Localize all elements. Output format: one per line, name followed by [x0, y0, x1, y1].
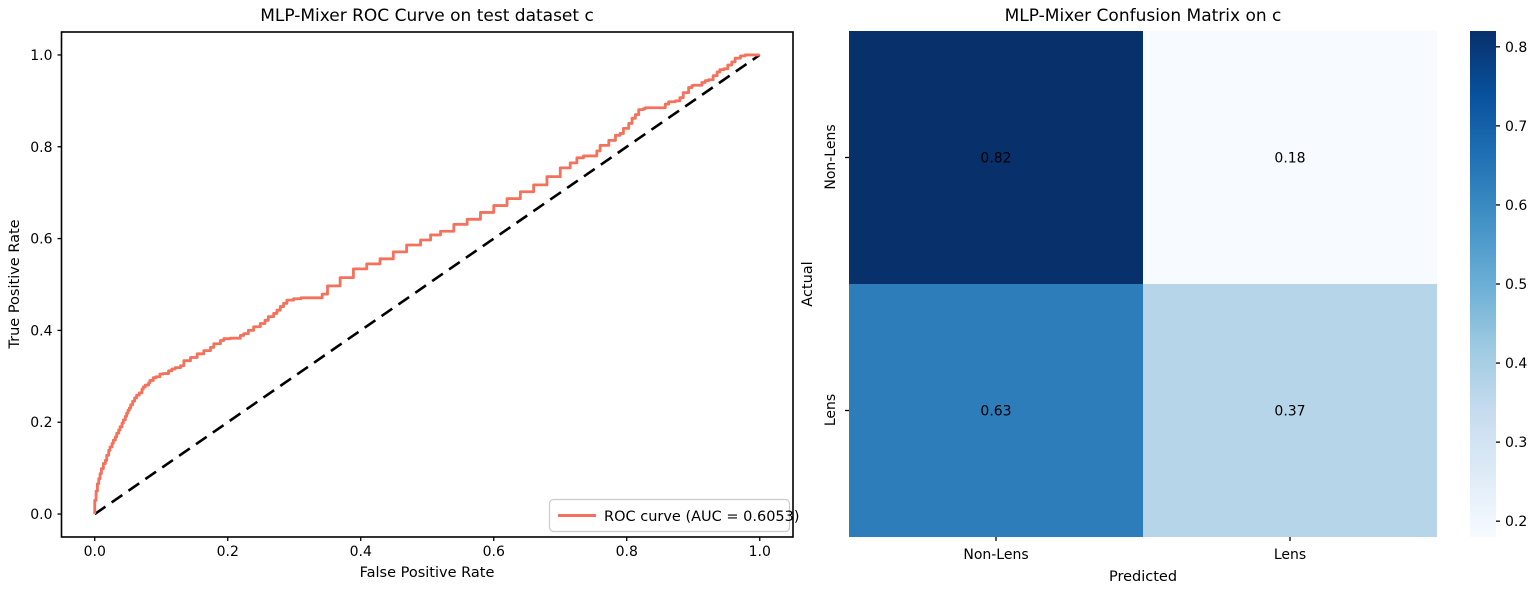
- roc-y-ticklabel: 0.2: [30, 415, 52, 431]
- roc-legend: ROC curve (AUC = 0.6053): [548, 498, 800, 533]
- roc-x-ticklabel: 0.4: [350, 544, 372, 560]
- colorbar-ticklabel: 0.2: [1505, 514, 1527, 530]
- cm-ylabel: Actual: [800, 261, 816, 306]
- colorbar-ticks: 0.2 0.3 0.4 0.5 0.6 0.7 0.8: [1496, 40, 1527, 530]
- cm-value-10: 0.63: [980, 404, 1011, 420]
- roc-y-ticklabel: 0.8: [30, 140, 52, 156]
- roc-x-ticklabel: 0.0: [84, 544, 106, 560]
- roc-curve-line: [93, 53, 760, 515]
- roc-x-ticklabel: 1.0: [749, 544, 771, 560]
- legend-label: ROC curve (AUC = 0.6053): [604, 509, 800, 525]
- roc-y-axis-ticks: 0.0 0.2 0.4 0.6 0.8 1.0: [30, 48, 62, 523]
- roc-x-ticklabel: 0.8: [616, 544, 638, 560]
- roc-xlabel: False Positive Rate: [360, 565, 495, 581]
- cm-cell-actual-nonlens-pred-lens: [1143, 31, 1437, 284]
- cm-value-01: 0.18: [1274, 151, 1305, 167]
- roc-x-axis-ticks: 0.0 0.2 0.4 0.6 0.8 1.0: [84, 537, 771, 560]
- roc-y-ticklabel: 0.6: [30, 232, 52, 248]
- cm-axis-ticks: [845, 156, 1291, 541]
- roc-y-ticklabel: 0.0: [30, 507, 52, 523]
- chance-diagonal-line: [94, 53, 761, 516]
- cm-cell-actual-lens-pred-nonlens: [849, 284, 1143, 537]
- roc-y-ticklabel: 0.4: [30, 323, 52, 339]
- colorbar-ticklabel: 0.5: [1505, 277, 1527, 293]
- legend-frame: [548, 498, 791, 533]
- colorbar-ticklabel: 0.8: [1505, 40, 1527, 56]
- roc-y-ticklabel: 1.0: [30, 48, 52, 64]
- cm-cell-actual-nonlens-pred-nonlens: [849, 31, 1143, 284]
- cm-value-00: 0.82: [980, 151, 1011, 167]
- colorbar-ticklabel: 0.7: [1505, 119, 1527, 135]
- colorbar: [1470, 31, 1496, 537]
- roc-title: MLP-Mixer ROC Curve on test dataset c: [260, 6, 594, 26]
- cm-ytick-nonlens: Non-Lens: [823, 124, 839, 189]
- confusion-matrix-cells: 0.82 0.18 0.63 0.37: [849, 31, 1437, 537]
- colorbar-ticklabel: 0.3: [1505, 435, 1527, 451]
- roc-x-ticklabel: 0.6: [483, 544, 505, 560]
- colorbar-ticklabel: 0.6: [1505, 198, 1527, 214]
- colorbar-ticklabel: 0.4: [1505, 356, 1527, 372]
- cm-title: MLP-Mixer Confusion Matrix on c: [1005, 6, 1282, 26]
- roc-ylabel: True Positive Rate: [7, 219, 23, 349]
- cm-xtick-lens: Lens: [1274, 547, 1306, 563]
- roc-x-ticklabel: 0.2: [217, 544, 239, 560]
- cm-xtick-nonlens: Non-Lens: [963, 547, 1028, 563]
- cm-value-11: 0.37: [1274, 404, 1305, 420]
- roc-axes-box: [60, 31, 794, 538]
- cm-xlabel: Predicted: [1109, 569, 1177, 585]
- cm-cell-actual-lens-pred-lens: [1143, 284, 1437, 537]
- cm-ytick-lens: Lens: [823, 394, 839, 426]
